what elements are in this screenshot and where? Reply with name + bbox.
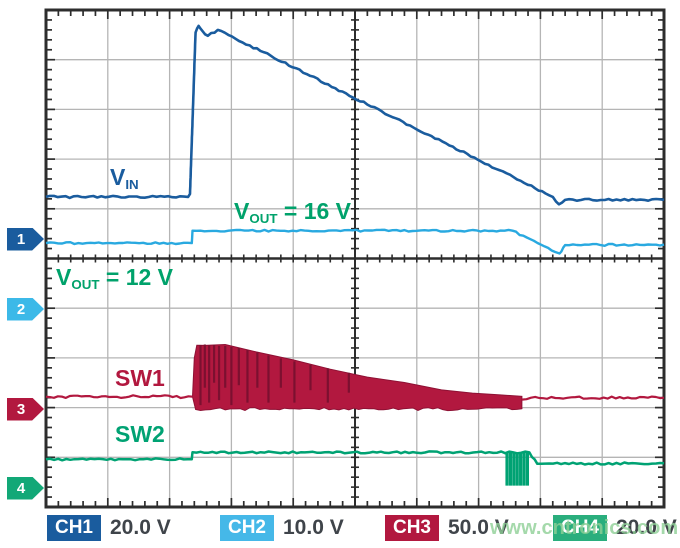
graticule-border xyxy=(44,8,666,509)
trace-vin xyxy=(45,24,665,206)
readout-ch3: CH3 50.0 V xyxy=(385,514,509,541)
channel-scale-value: 20.0 V xyxy=(110,515,171,539)
trace-sw1-baseline-post xyxy=(521,395,665,401)
trace-sw1-burst-envelope xyxy=(191,343,523,412)
trace-sw1-baseline-pre xyxy=(45,394,193,400)
channel-scale-value: 20.0 V xyxy=(616,515,677,539)
watermark-text: www.cntronics.com xyxy=(490,517,679,539)
channel-badge-ch4: CH4 xyxy=(553,514,607,541)
readout-ch4: CH4 20.0 V xyxy=(553,514,677,541)
trace-vout xyxy=(45,228,665,255)
channel-scale-value: 10.0 V xyxy=(283,515,344,539)
readout-ch2: CH2 10.0 V xyxy=(220,514,344,541)
trace-sw2 xyxy=(45,450,665,466)
readout-ch1: CH1 20.0 V xyxy=(47,514,171,541)
channel-badge-ch1: CH1 xyxy=(47,514,101,541)
channel-badge-ch3: CH3 xyxy=(385,514,439,541)
channel-badge-ch2: CH2 xyxy=(220,514,274,541)
channel-scale-value: 50.0 V xyxy=(448,515,509,539)
